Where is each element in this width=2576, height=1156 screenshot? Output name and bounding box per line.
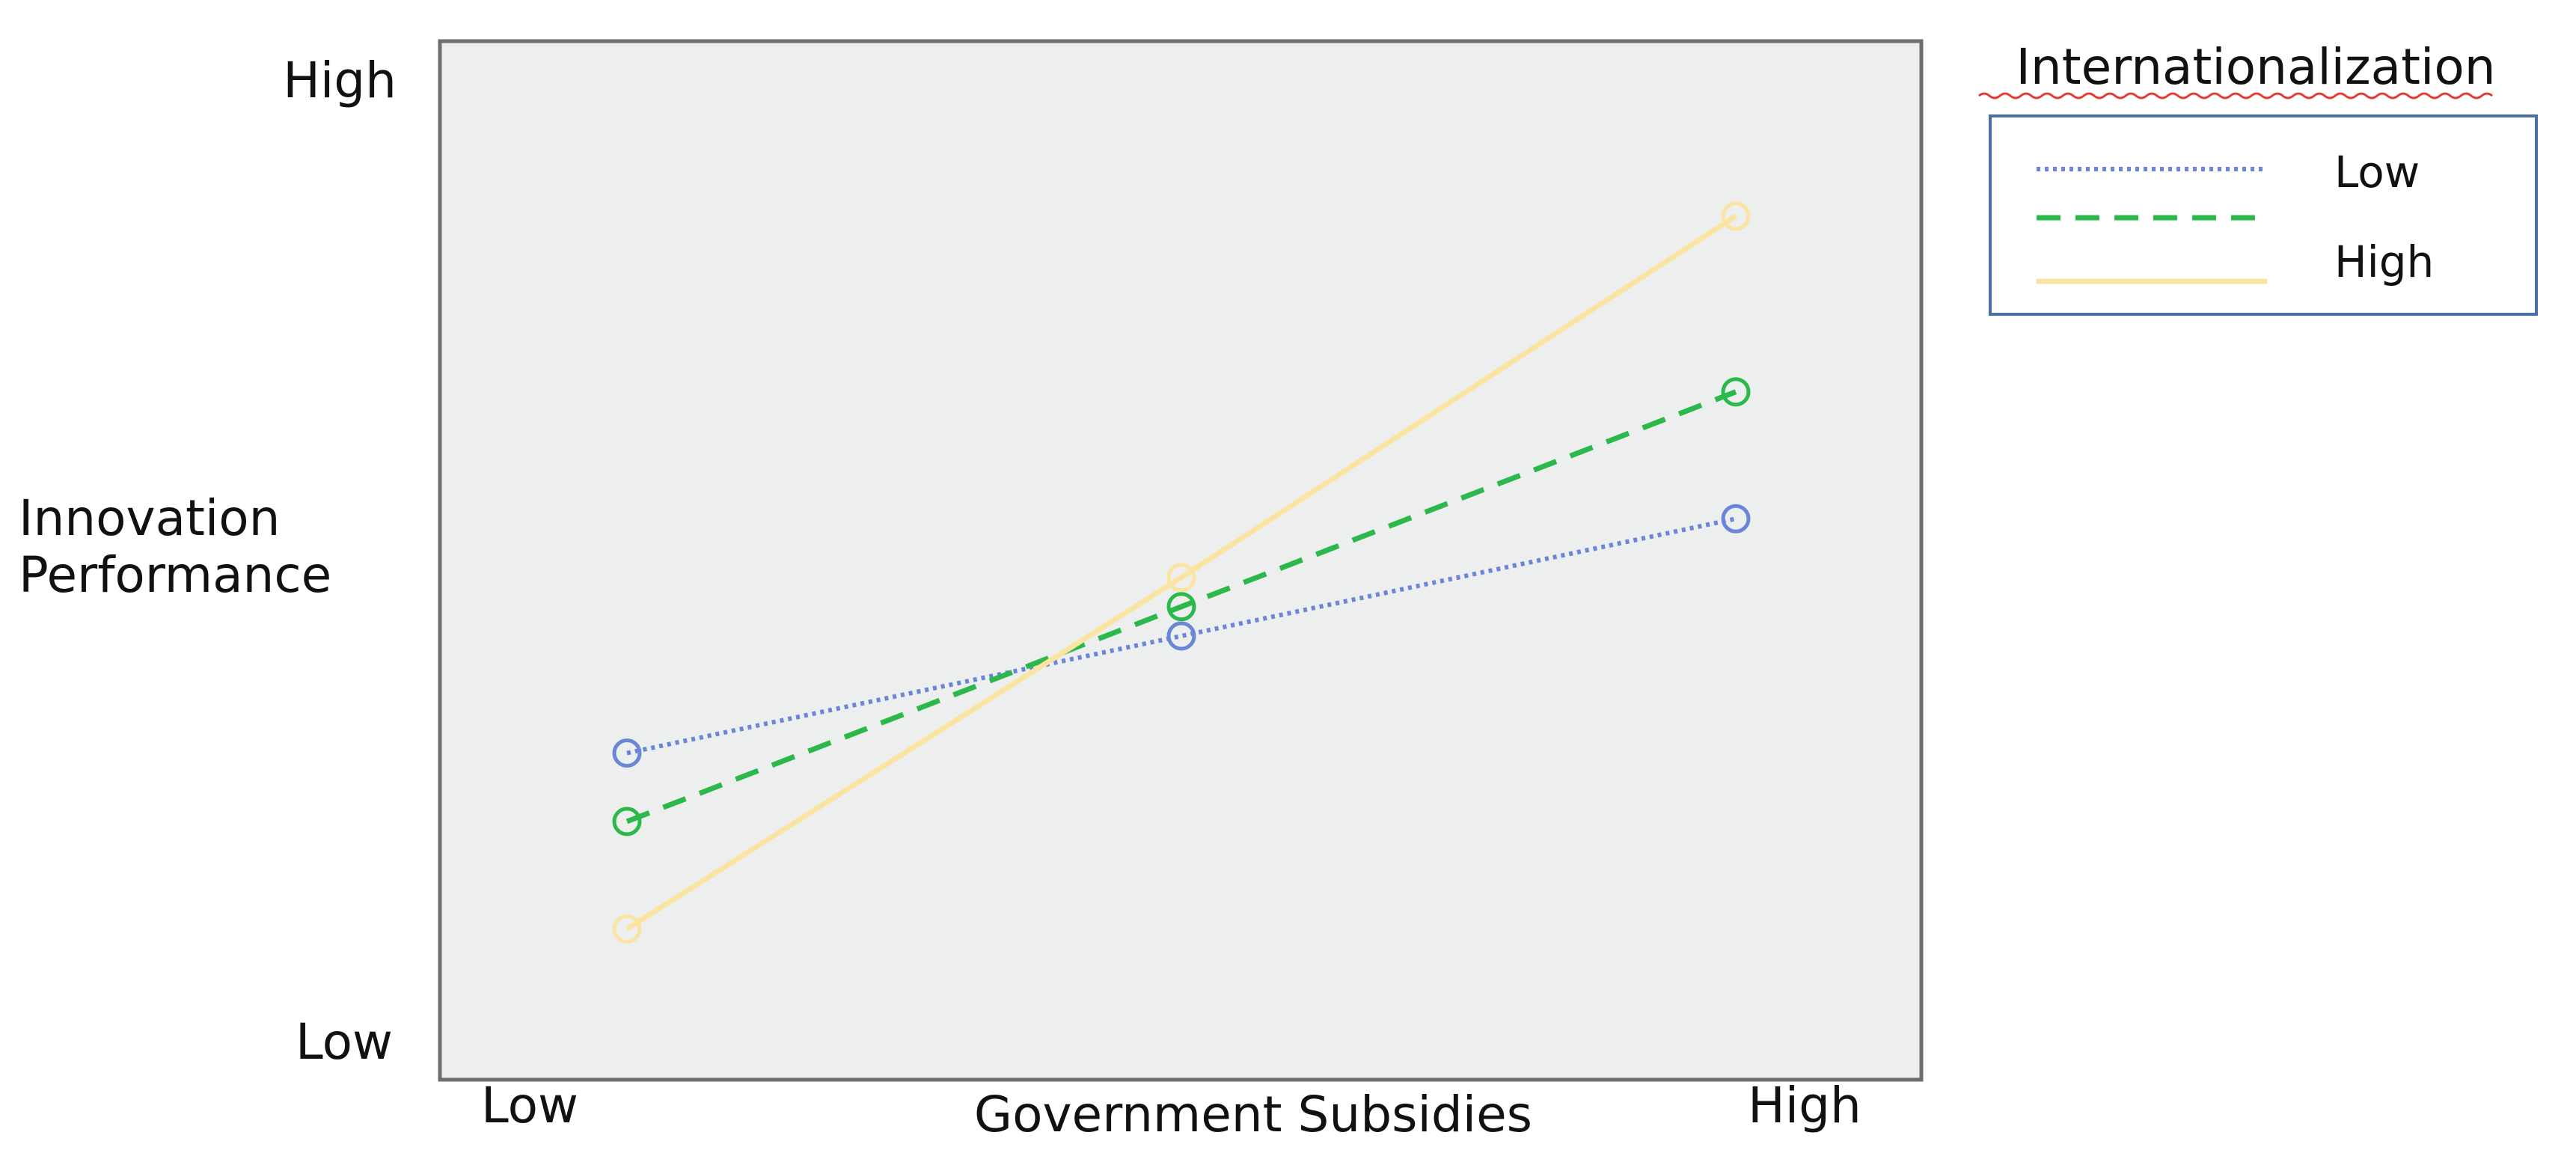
legend-label-high: High — [2334, 236, 2434, 287]
y-tick-low: Low — [296, 1013, 393, 1071]
data-point-low-0 — [612, 738, 642, 768]
x-tick-high: High — [1748, 1077, 1861, 1134]
legend-label-low: Low — [2334, 147, 2420, 198]
data-point-low-2 — [1721, 504, 1751, 533]
y-axis-label: Innovation Performance — [19, 489, 331, 604]
legend-box — [1989, 114, 2538, 316]
data-point-high-2 — [1721, 201, 1751, 231]
data-point-low-1 — [1166, 621, 1196, 651]
legend-title: Internationalization — [2016, 38, 2495, 96]
series-line-mid — [625, 389, 1737, 825]
data-point-high-1 — [1166, 563, 1196, 593]
data-point-mid-0 — [612, 807, 642, 837]
data-point-mid-2 — [1721, 377, 1751, 407]
data-point-high-0 — [612, 914, 642, 944]
x-tick-low: Low — [481, 1077, 578, 1134]
legend-title-underline — [1978, 92, 2493, 100]
series-line-high — [625, 213, 1737, 932]
y-axis-label-line: Innovation — [19, 489, 280, 547]
y-axis-label-line: Performance — [19, 546, 331, 604]
y-tick-high: High — [283, 52, 397, 109]
data-point-mid-1 — [1166, 592, 1196, 622]
plot-area — [438, 39, 1924, 1082]
x-axis-label: Government Subsidies — [974, 1086, 1532, 1143]
series-layer — [612, 201, 1751, 944]
